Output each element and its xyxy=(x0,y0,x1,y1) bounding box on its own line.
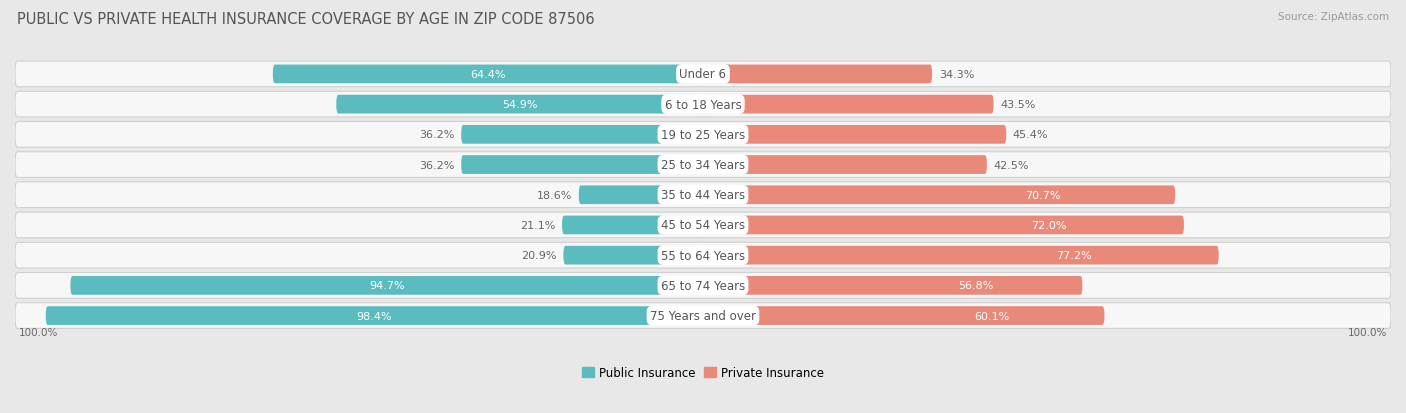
Text: PUBLIC VS PRIVATE HEALTH INSURANCE COVERAGE BY AGE IN ZIP CODE 87506: PUBLIC VS PRIVATE HEALTH INSURANCE COVER… xyxy=(17,12,595,27)
FancyBboxPatch shape xyxy=(15,122,1391,148)
Text: 55 to 64 Years: 55 to 64 Years xyxy=(661,249,745,262)
Text: 72.0%: 72.0% xyxy=(1032,221,1067,230)
Text: 19 to 25 Years: 19 to 25 Years xyxy=(661,128,745,142)
Text: 45.4%: 45.4% xyxy=(1012,130,1049,140)
Text: 34.3%: 34.3% xyxy=(939,70,974,80)
FancyBboxPatch shape xyxy=(703,95,994,114)
FancyBboxPatch shape xyxy=(703,306,1105,325)
FancyBboxPatch shape xyxy=(703,246,1219,265)
Text: 36.2%: 36.2% xyxy=(419,130,454,140)
Text: 21.1%: 21.1% xyxy=(520,221,555,230)
Text: 43.5%: 43.5% xyxy=(1000,100,1036,110)
Text: 6 to 18 Years: 6 to 18 Years xyxy=(665,98,741,112)
Text: 54.9%: 54.9% xyxy=(502,100,537,110)
Text: 36.2%: 36.2% xyxy=(419,160,454,170)
FancyBboxPatch shape xyxy=(273,65,703,84)
FancyBboxPatch shape xyxy=(15,213,1391,238)
Text: 25 to 34 Years: 25 to 34 Years xyxy=(661,159,745,172)
FancyBboxPatch shape xyxy=(461,126,703,145)
Text: 45 to 54 Years: 45 to 54 Years xyxy=(661,219,745,232)
FancyBboxPatch shape xyxy=(579,186,703,204)
Text: 100.0%: 100.0% xyxy=(18,328,58,337)
FancyBboxPatch shape xyxy=(15,62,1391,88)
Text: 60.1%: 60.1% xyxy=(974,311,1010,321)
Text: 64.4%: 64.4% xyxy=(470,70,506,80)
Text: 75 Years and over: 75 Years and over xyxy=(650,309,756,322)
FancyBboxPatch shape xyxy=(15,152,1391,178)
FancyBboxPatch shape xyxy=(703,65,932,84)
Text: 70.7%: 70.7% xyxy=(1025,190,1060,200)
Text: 35 to 44 Years: 35 to 44 Years xyxy=(661,189,745,202)
FancyBboxPatch shape xyxy=(703,156,987,174)
Text: 94.7%: 94.7% xyxy=(368,281,405,291)
FancyBboxPatch shape xyxy=(564,246,703,265)
FancyBboxPatch shape xyxy=(15,273,1391,299)
FancyBboxPatch shape xyxy=(703,126,1007,145)
FancyBboxPatch shape xyxy=(15,92,1391,118)
FancyBboxPatch shape xyxy=(703,276,1083,295)
FancyBboxPatch shape xyxy=(336,95,703,114)
Text: Under 6: Under 6 xyxy=(679,68,727,81)
FancyBboxPatch shape xyxy=(46,306,703,325)
Text: Source: ZipAtlas.com: Source: ZipAtlas.com xyxy=(1278,12,1389,22)
Text: 65 to 74 Years: 65 to 74 Years xyxy=(661,279,745,292)
FancyBboxPatch shape xyxy=(703,186,1175,204)
Text: 56.8%: 56.8% xyxy=(959,281,994,291)
FancyBboxPatch shape xyxy=(703,216,1184,235)
FancyBboxPatch shape xyxy=(70,276,703,295)
FancyBboxPatch shape xyxy=(15,243,1391,268)
Text: 20.9%: 20.9% xyxy=(522,251,557,261)
FancyBboxPatch shape xyxy=(461,156,703,174)
Text: 98.4%: 98.4% xyxy=(357,311,392,321)
Text: 18.6%: 18.6% xyxy=(537,190,572,200)
FancyBboxPatch shape xyxy=(15,303,1391,329)
Text: 42.5%: 42.5% xyxy=(994,160,1029,170)
Text: 77.2%: 77.2% xyxy=(1056,251,1092,261)
FancyBboxPatch shape xyxy=(562,216,703,235)
Text: 100.0%: 100.0% xyxy=(1348,328,1388,337)
Legend: Public Insurance, Private Insurance: Public Insurance, Private Insurance xyxy=(578,362,828,384)
FancyBboxPatch shape xyxy=(15,183,1391,208)
